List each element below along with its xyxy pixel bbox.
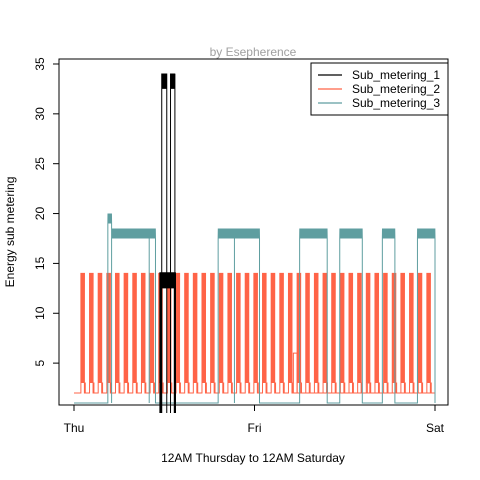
x-axis-title: 12AM Thursday to 12AM Saturday [161,451,345,465]
chart-subtitle: by Esepherence [210,45,297,59]
legend-label-sub-metering-1: Sub_metering_1 [352,68,440,82]
series-spike-sub-metering-1 [159,272,176,413]
y-tick-label: 30 [33,107,47,121]
plot-frame [58,58,449,406]
series-line-sub-metering-3 [74,213,436,404]
y-axis: 5 10 15 20 25 30 35 [33,57,59,366]
series-line-sub-metering-2 [74,272,435,394]
x-tick-label: Fri [248,421,262,435]
x-tick-label: Sat [426,421,445,435]
series-spike-sub-metering-2 [292,352,298,394]
series-spike-sub-metering-1 [161,73,168,413]
x-axis: Thu Fri Sat [64,405,445,435]
series-spike-sub-metering-2 [366,382,371,394]
y-tick-label: 20 [33,207,47,221]
y-tick-label: 15 [33,256,47,270]
legend: Sub_metering_1 Sub_metering_2 Sub_meteri… [310,62,449,116]
y-tick-label: 35 [33,57,47,71]
series-layer [74,73,436,413]
legend-label-sub-metering-2: Sub_metering_2 [352,82,440,96]
y-tick-label: 5 [33,359,47,366]
series-spike-sub-metering-1 [170,73,176,413]
y-axis-title: Energy sub metering [3,177,17,288]
x-tick-label: Thu [64,421,85,435]
legend-label-sub-metering-3: Sub_metering_3 [352,96,440,110]
y-tick-label: 25 [33,157,47,171]
y-tick-label: 10 [33,306,47,320]
